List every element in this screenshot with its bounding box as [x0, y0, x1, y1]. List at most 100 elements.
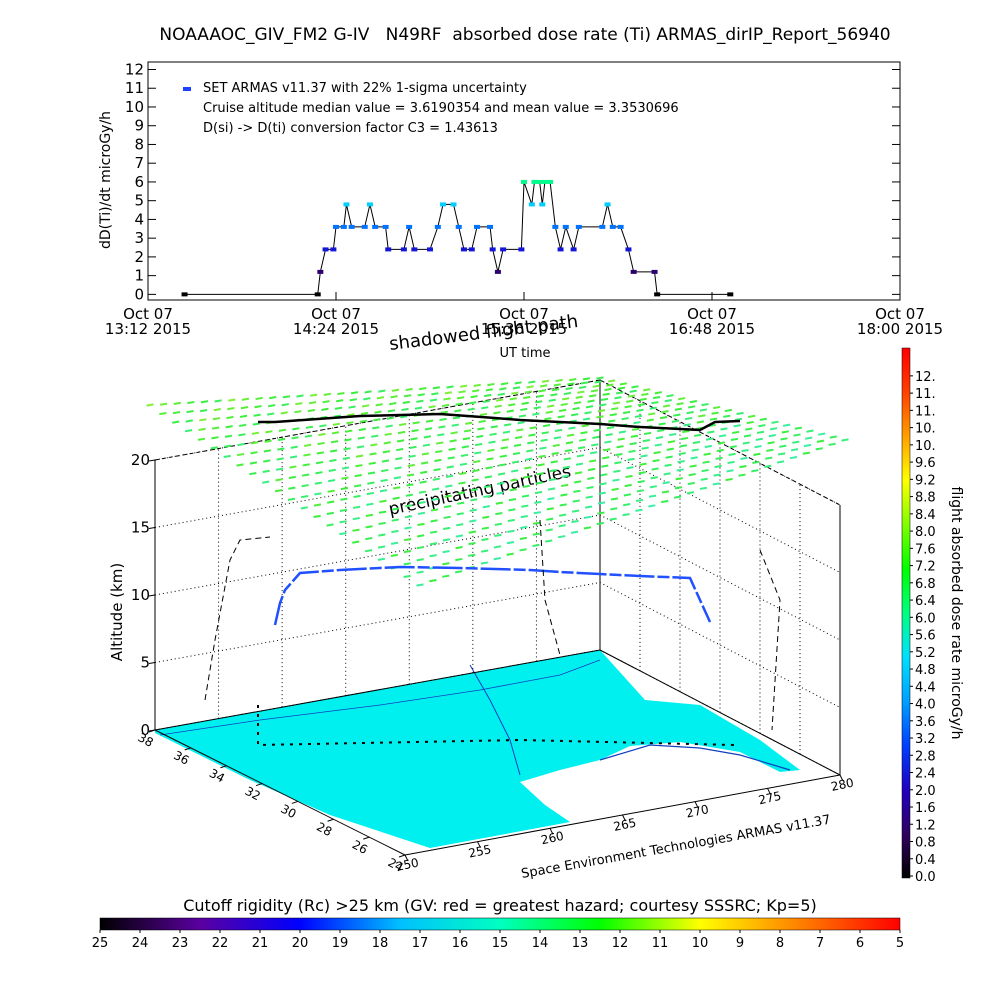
- field-dash: [335, 399, 344, 403]
- colorbar-tick-label: 4.4: [915, 680, 936, 695]
- field-dash: [471, 478, 479, 482]
- field-dash: [793, 433, 801, 437]
- field-dash: [487, 382, 495, 387]
- field-dash: [717, 441, 726, 445]
- colorbar-title: Cutoff rigidity (Rc) >25 km (GV: red = g…: [183, 896, 817, 915]
- field-dash: [346, 421, 354, 425]
- colorbar-tick-label: 14: [532, 936, 549, 951]
- colorbar-title: flight absorbed dose rate microGy/h: [948, 487, 964, 740]
- field-dash: [448, 447, 456, 451]
- field-dash: [574, 471, 583, 475]
- field-dash: [288, 486, 296, 490]
- field-dash: [469, 508, 477, 512]
- field-dash: [462, 437, 471, 441]
- y-tick-label: 2: [134, 248, 144, 266]
- field-dash: [485, 388, 493, 392]
- chart-title: NOAAAOC_GIV_FM2 G-IV N49RF absorbed dose…: [159, 25, 890, 45]
- field-dash: [716, 448, 724, 453]
- field-dash: [631, 385, 639, 389]
- field-dash: [673, 413, 681, 417]
- field-dash: [425, 419, 434, 423]
- field-dash: [513, 443, 522, 447]
- field-dash: [802, 451, 811, 455]
- x-tick: [477, 841, 481, 848]
- field-dash: [434, 458, 442, 463]
- field-dash: [616, 391, 624, 395]
- field-dash: [287, 497, 296, 501]
- field-dash: [420, 470, 428, 474]
- field-dash: [751, 469, 759, 473]
- field-dash: [450, 431, 458, 435]
- field-dash: [624, 483, 632, 488]
- field-dash: [671, 419, 680, 423]
- field-dash: [778, 452, 786, 456]
- field-dash: [454, 570, 463, 574]
- field-dash: [745, 427, 753, 431]
- field-dash: [600, 397, 609, 402]
- colorbar-tick-label: 2.0: [915, 784, 936, 799]
- field-dash: [545, 528, 553, 532]
- field-dash: [500, 446, 508, 450]
- field-dash: [560, 493, 568, 497]
- field-dash: [365, 525, 373, 529]
- field-dash: [223, 454, 231, 459]
- field-dash: [743, 434, 752, 438]
- field-dash: [471, 389, 480, 393]
- field-dash: [694, 433, 702, 437]
- field-dash: [504, 423, 512, 427]
- field-dash: [538, 389, 546, 393]
- field-dash: [451, 423, 459, 427]
- field-dash: [377, 557, 386, 561]
- field-dash: [389, 402, 397, 406]
- field-dash: [370, 443, 378, 447]
- field-dash: [277, 447, 285, 451]
- data-marker: [382, 224, 389, 229]
- field-dash: [650, 476, 658, 480]
- field-dash: [651, 401, 659, 405]
- field-dash: [313, 514, 321, 519]
- field-dash: [263, 449, 272, 453]
- field-dash: [540, 438, 548, 442]
- field-dash: [479, 412, 488, 417]
- field-dash: [617, 437, 625, 441]
- field-dash: [495, 512, 503, 516]
- field-dash: [455, 557, 463, 562]
- field-dash: [637, 480, 645, 484]
- field-dash: [553, 383, 561, 387]
- field-dash: [614, 461, 622, 465]
- x-tick: [694, 801, 699, 808]
- field-dash: [683, 423, 691, 427]
- field-dash: [385, 424, 393, 428]
- field-dash: [403, 537, 412, 542]
- colorbar-tick-label: 7.2: [915, 560, 936, 575]
- field-dash: [323, 392, 331, 396]
- field-dash: [686, 410, 694, 415]
- field-dash: [552, 443, 560, 448]
- field-dash: [456, 512, 464, 516]
- data-marker: [727, 292, 734, 297]
- field-dash: [470, 395, 478, 399]
- field-dash: [643, 431, 652, 436]
- field-dash: [184, 429, 193, 433]
- field-dash: [780, 437, 788, 441]
- field-dash: [241, 397, 250, 401]
- map-river: [469, 664, 521, 776]
- field-dash: [468, 530, 477, 534]
- field-dash: [483, 484, 492, 489]
- y-tick-label: 5: [134, 192, 144, 210]
- field-dash: [794, 426, 803, 430]
- field-dash: [374, 410, 382, 414]
- field-dash: [493, 545, 502, 549]
- field-dash: [482, 515, 490, 519]
- z-tick-label: 15: [131, 519, 150, 537]
- field-dash: [627, 457, 635, 461]
- field-dash: [509, 488, 517, 492]
- field-dash: [390, 395, 398, 399]
- field-dash: [519, 536, 528, 541]
- field-dash: [236, 463, 244, 467]
- data-marker: [500, 247, 507, 252]
- field-dash: [598, 491, 606, 495]
- field-dash: [661, 410, 669, 414]
- field-dash: [476, 434, 484, 439]
- field-dash: [576, 454, 585, 458]
